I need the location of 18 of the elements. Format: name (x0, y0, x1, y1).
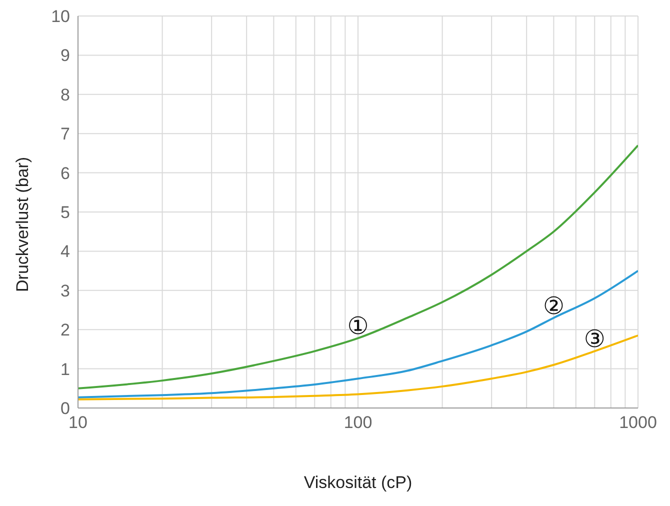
annotation: ① (347, 312, 369, 340)
y-tick-label: 2 (60, 320, 70, 340)
y-tick-label: 5 (60, 203, 70, 222)
y-tick-label: 4 (60, 242, 70, 262)
annotation: ③ (584, 325, 606, 354)
y-tick-label: 3 (60, 281, 70, 300)
y-tick-label: 0 (60, 399, 70, 418)
annotation: ② (542, 292, 564, 320)
y-tick-label: 9 (60, 46, 70, 66)
x-axis-title: Viskosität (cP) (304, 473, 412, 492)
y-tick-label: 6 (60, 164, 70, 183)
y-axis-title: Druckverlust (bar) (13, 156, 32, 292)
y-tick-label: 10 (51, 7, 70, 26)
y-tick-label: 8 (60, 85, 70, 104)
x-tick-label: 1000 (619, 413, 657, 432)
y-tick-label: 7 (60, 124, 70, 144)
x-tick-label: 100 (344, 413, 372, 432)
y-tick-label: 1 (60, 360, 70, 379)
